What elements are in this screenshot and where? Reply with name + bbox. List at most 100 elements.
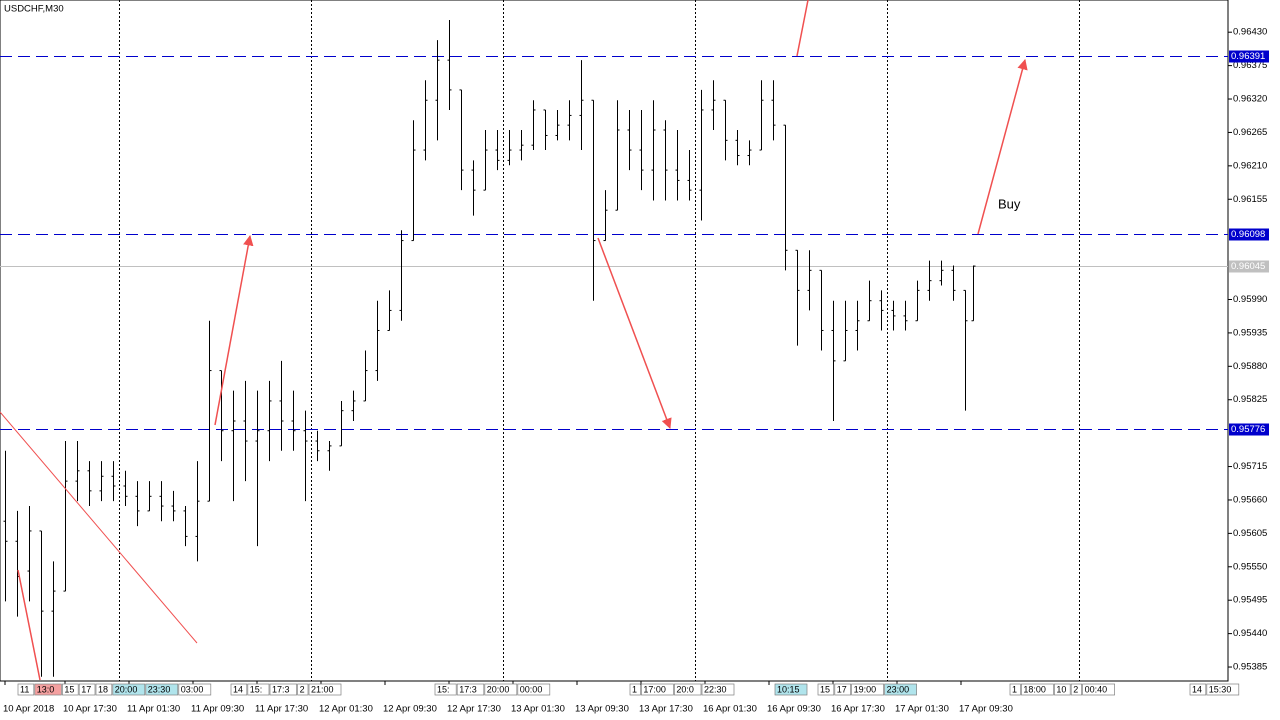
time-tag: 14: [233, 684, 243, 694]
time-tag: 13:0: [37, 684, 55, 694]
y-tick-label: 0.95715: [1233, 461, 1267, 472]
y-tick-label: 0.95990: [1233, 294, 1267, 305]
level-label-box: [1229, 50, 1269, 63]
x-tick-label: 10 Apr 17:30: [63, 704, 117, 715]
x-tick-label: 11 Apr 09:30: [191, 704, 244, 715]
y-tick-label: 0.95825: [1233, 394, 1267, 405]
time-tag-box: [484, 683, 518, 696]
x-tick-label: 17 Apr 01:30: [895, 704, 949, 715]
time-tag-box: [95, 683, 113, 696]
time-tag-box: [78, 683, 96, 696]
level-label: 0.96098: [1231, 229, 1265, 240]
time-tag: 15:: [437, 684, 450, 694]
time-tag-box: [297, 683, 309, 696]
time-tag: 1: [632, 684, 637, 694]
time-tag: 2: [1073, 684, 1078, 694]
time-tag-box: [701, 683, 735, 696]
time-tag: 17:00: [643, 684, 666, 694]
time-tag-box: [674, 683, 702, 696]
time-tag-box: [456, 683, 485, 696]
time-tag: 22:30: [704, 684, 727, 694]
y-tick-label: 0.95935: [1233, 327, 1267, 338]
x-tick-label: 11 Apr 17:30: [255, 704, 308, 715]
arrow: [597, 237, 672, 429]
time-tag-box: [884, 683, 917, 696]
x-tick-label: 17 Apr 09:30: [959, 704, 1013, 715]
x-tick-label: 11 Apr 01:30: [127, 704, 180, 715]
time-tag-box: [434, 683, 457, 696]
time-tag: 17:3: [459, 684, 477, 694]
time-tag: 15: [820, 684, 830, 694]
y-tick-label: 0.96375: [1233, 60, 1267, 71]
y-tick-label: 0.95880: [1233, 361, 1267, 372]
level-label-box: [1229, 228, 1269, 241]
level-label-box: [1229, 423, 1269, 436]
time-tag-box: [308, 683, 342, 696]
time-tag-box: [517, 683, 551, 696]
time-tag-box: [1206, 683, 1240, 696]
time-tag: 20:00: [487, 684, 510, 694]
x-tick-label: 13 Apr 09:30: [575, 704, 629, 715]
time-tag: 18:00: [1023, 684, 1046, 694]
time-tag-box: [641, 683, 674, 696]
time-tag-box: [34, 683, 62, 696]
x-tick-label: 16 Apr 01:30: [703, 704, 757, 715]
time-tag: 23:30: [148, 684, 171, 694]
time-tag: 10: [1056, 684, 1066, 694]
time-tag: 15:: [250, 684, 263, 694]
time-tag: 00:00: [520, 684, 543, 694]
arrow: [214, 234, 254, 426]
time-tag: 20:00: [115, 684, 138, 694]
y-tick-label: 0.95495: [1233, 595, 1267, 606]
time-tag-box: [230, 683, 248, 696]
time-tag: 14: [1192, 684, 1202, 694]
time-tag: 21:00: [311, 684, 334, 694]
time-tag-box: [17, 683, 35, 696]
y-tick-label: 0.96265: [1233, 127, 1267, 138]
time-tag: 23:00: [887, 684, 910, 694]
level-label: 0.95776: [1231, 424, 1265, 435]
time-tag: 19:00: [854, 684, 877, 694]
time-tag-box: [247, 683, 270, 696]
x-tick-label: 10 Apr 2018: [3, 704, 54, 715]
drawings: [0, 0, 1028, 681]
trend-line: [0, 411, 198, 644]
time-tag: 17:3: [272, 684, 290, 694]
arrow: [17, 569, 41, 681]
time-tag-box: [1082, 683, 1115, 696]
time-tag: 17: [837, 684, 847, 694]
plot-frame: [0, 0, 1229, 682]
x-tick-label: 16 Apr 09:30: [767, 704, 821, 715]
time-tag-box: [112, 683, 146, 696]
time-tag: 17: [81, 684, 91, 694]
grid-layer: [0, 0, 1228, 681]
time-tag: 1: [1012, 684, 1017, 694]
time-tag: 00:40: [1085, 684, 1108, 694]
trend-line: [796, 0, 809, 57]
time-tag: 2: [300, 684, 305, 694]
time-tag-box: [62, 683, 79, 696]
time-tag-box: [1070, 683, 1082, 696]
y-tick-label: 0.96430: [1233, 27, 1267, 38]
x-tick-label: 12 Apr 17:30: [447, 704, 501, 715]
time-tag: 15: [64, 684, 74, 694]
time-tag-box: [851, 683, 884, 696]
x-tick-label: 13 Apr 17:30: [639, 704, 693, 715]
x-tick-label: 13 Apr 01:30: [511, 704, 565, 715]
time-tag-box: [1189, 683, 1207, 696]
y-tick-label: 0.96155: [1233, 194, 1267, 205]
y-tick-label: 0.96320: [1233, 94, 1267, 105]
y-tick-label: 0.95440: [1233, 628, 1267, 639]
y-tick-label: 0.95385: [1233, 662, 1267, 673]
chart-title: USDCHF,M30: [4, 4, 64, 15]
y-tick-label: 0.96210: [1233, 160, 1267, 171]
time-tag: 18: [98, 684, 108, 694]
y-tick-label: 0.95660: [1233, 494, 1267, 505]
arrow: [977, 58, 1028, 235]
x-tick-label: 16 Apr 17:30: [831, 704, 885, 715]
time-tag-box: [1009, 683, 1021, 696]
bars-layer: [3, 20, 976, 677]
current-price-box: [1229, 260, 1269, 273]
time-tag: 03:00: [181, 684, 204, 694]
